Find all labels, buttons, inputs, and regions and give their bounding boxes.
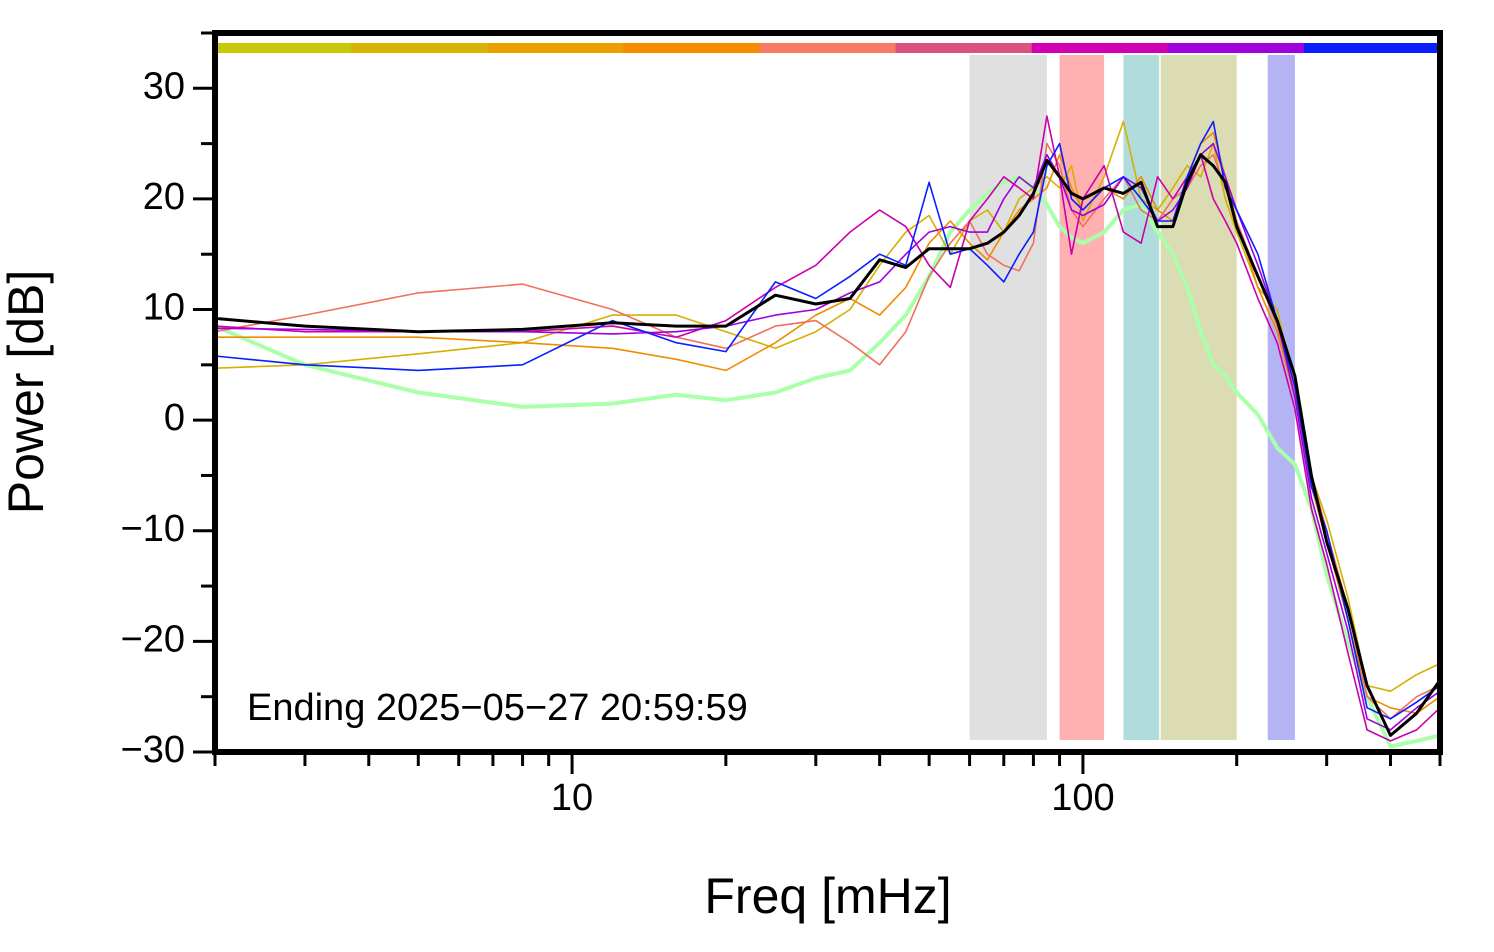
color-bar-segment — [759, 43, 897, 53]
series-line — [214, 153, 1442, 737]
y-tick-label: −20 — [121, 618, 185, 660]
band — [1267, 55, 1295, 740]
color-bar-segment — [1167, 43, 1305, 53]
band — [969, 55, 1047, 740]
color-bar-segment — [1031, 43, 1169, 53]
color-bar-segment — [487, 43, 624, 53]
series-line — [214, 174, 1441, 749]
series-line — [214, 120, 1441, 720]
series-line — [214, 142, 1441, 731]
y-tick-label: −10 — [121, 508, 185, 550]
series-line — [215, 131, 1441, 715]
color-bar-segment — [351, 43, 488, 53]
x-axis-title: Freq [mHz] — [704, 868, 951, 924]
y-tick-label: 10 — [143, 287, 185, 329]
plot-frame — [212, 30, 1443, 755]
y-tick-label: 20 — [143, 176, 185, 218]
band — [1059, 55, 1105, 740]
y-tick-label: −30 — [121, 729, 185, 771]
color-bar-segment — [623, 43, 760, 53]
series-line — [214, 120, 1441, 692]
y-tick-label: 30 — [143, 65, 185, 107]
y-tick-label: 0 — [164, 397, 185, 439]
series-line — [214, 142, 1441, 720]
x-tick-label: 10 — [551, 777, 593, 819]
color-bar-segment — [1303, 43, 1441, 53]
y-axis-title: Power [dB] — [0, 270, 54, 515]
x-tick-label: 100 — [1051, 777, 1114, 819]
annotation: Ending 2025−05−27 20:59:59 — [247, 687, 748, 729]
series-line — [214, 115, 1441, 742]
color-bar-segment — [895, 43, 1033, 53]
band — [1123, 55, 1160, 740]
color-bar-segment — [215, 43, 352, 53]
